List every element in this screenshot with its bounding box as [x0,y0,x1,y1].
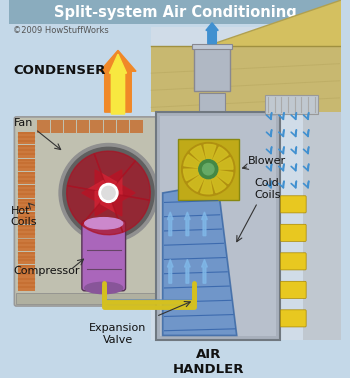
Bar [64,120,76,133]
Circle shape [63,147,154,239]
Wedge shape [95,170,117,195]
Bar [18,172,35,184]
FancyBboxPatch shape [280,224,306,242]
Wedge shape [108,161,150,200]
Bar [156,112,280,340]
FancyArrow shape [202,259,207,283]
Text: Fan: Fan [13,118,33,129]
Wedge shape [67,153,108,193]
Bar [104,120,116,133]
FancyBboxPatch shape [14,117,159,306]
Text: ©2009 HowStuffWorks: ©2009 HowStuffWorks [13,26,109,35]
Bar [90,120,103,133]
Wedge shape [204,144,216,169]
FancyBboxPatch shape [82,220,126,291]
Bar [18,239,35,251]
FancyArrow shape [202,212,207,236]
Wedge shape [208,169,226,193]
Bar [37,120,50,133]
Wedge shape [208,169,233,184]
Bar [18,185,35,198]
FancyBboxPatch shape [280,253,306,270]
Bar [151,26,340,340]
Bar [18,225,35,238]
Text: Expansion
Valve: Expansion Valve [89,323,147,345]
Wedge shape [108,193,150,232]
Wedge shape [201,169,212,194]
Circle shape [99,183,118,203]
Bar [50,120,63,133]
Text: AIR
HANDLER: AIR HANDLER [173,348,244,376]
Circle shape [203,163,214,175]
FancyArrow shape [100,50,136,112]
Bar [130,120,143,133]
Bar [265,95,317,114]
FancyArrow shape [184,259,190,283]
Bar [151,46,341,112]
Bar [18,279,35,291]
Bar [18,198,35,211]
Circle shape [199,160,218,179]
Bar [199,93,225,188]
Bar [77,120,90,133]
Wedge shape [94,151,135,193]
Wedge shape [110,181,135,205]
Wedge shape [208,147,228,169]
FancyArrow shape [167,212,173,236]
Bar [18,265,35,277]
FancyArrow shape [167,259,173,283]
Bar [160,116,276,336]
Polygon shape [208,0,341,46]
Wedge shape [95,191,117,216]
Bar [18,132,35,144]
Wedge shape [82,181,106,205]
Bar [9,0,341,24]
Bar [194,46,230,91]
Text: Split-system Air Conditioning: Split-system Air Conditioning [54,5,296,20]
Wedge shape [100,191,122,216]
Text: Hot
Coils: Hot Coils [10,206,37,228]
Text: CONDENSER: CONDENSER [13,64,106,77]
FancyArrow shape [110,54,127,114]
FancyBboxPatch shape [280,310,306,327]
FancyArrow shape [184,212,190,236]
Wedge shape [208,158,233,169]
Bar [18,252,35,264]
Wedge shape [82,193,123,235]
Bar [16,293,157,304]
Circle shape [102,186,115,200]
Text: Blower: Blower [248,156,286,166]
FancyBboxPatch shape [280,281,306,298]
Ellipse shape [85,218,123,229]
FancyBboxPatch shape [280,196,306,213]
Circle shape [182,143,235,196]
Wedge shape [66,186,108,225]
Circle shape [59,144,158,242]
Bar [18,212,35,224]
Wedge shape [190,146,208,169]
Polygon shape [163,183,237,336]
Bar [117,120,130,133]
Bar [178,139,239,200]
Ellipse shape [85,282,123,294]
Text: Compressor: Compressor [13,266,80,276]
Wedge shape [183,169,208,181]
Wedge shape [188,169,208,191]
Wedge shape [100,170,122,195]
Wedge shape [184,155,208,169]
Text: Cold
Coils: Cold Coils [254,178,280,200]
Bar [192,44,232,50]
Bar [18,159,35,171]
Bar [18,146,35,158]
Bar [303,26,341,340]
FancyArrow shape [206,23,218,44]
